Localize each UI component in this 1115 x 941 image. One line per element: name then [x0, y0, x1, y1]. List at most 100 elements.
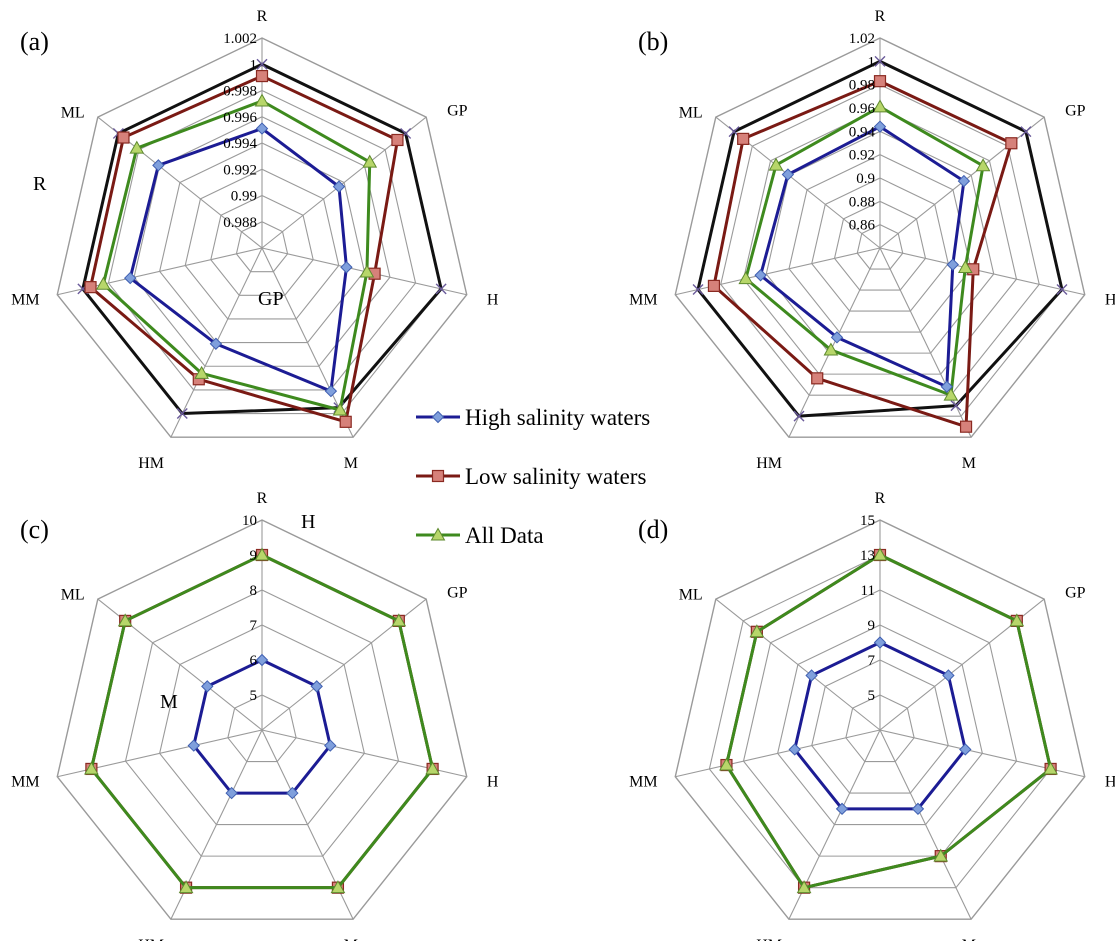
- panel-label: (d): [638, 515, 668, 544]
- category-label: MM: [629, 774, 657, 791]
- radar-panel: 5678910RGPHMHMMMML(c)HM: [11, 490, 499, 941]
- legend-label: All Data: [465, 523, 544, 548]
- grid-ring: [210, 194, 314, 296]
- tick-label: 7: [868, 653, 876, 669]
- grid-ring: [124, 589, 400, 857]
- legend-item-all: All Data: [416, 523, 544, 548]
- tick-label: 13: [860, 548, 875, 564]
- tick-label: 1.002: [223, 31, 257, 47]
- grid-ring: [235, 221, 289, 273]
- data-point-all: [391, 613, 407, 627]
- legend-label: High salinity waters: [465, 405, 650, 430]
- grid-ring: [765, 130, 995, 354]
- data-point-black: [435, 283, 447, 295]
- grid-spoke: [675, 729, 881, 778]
- data-point-all: [117, 613, 133, 627]
- legend-item-high: High salinity waters: [416, 405, 650, 430]
- data-point-all: [719, 757, 734, 771]
- grid-ring: [184, 168, 340, 320]
- category-label: HM: [756, 937, 782, 941]
- category-label: HM: [138, 937, 164, 941]
- grid-ring: [811, 177, 949, 312]
- category-label: M: [344, 937, 358, 941]
- tick-label: 0.96: [849, 101, 876, 117]
- category-label: ML: [679, 105, 703, 122]
- data-point-high: [324, 384, 338, 398]
- data-point-high: [873, 120, 887, 133]
- tick-label: 0.9: [856, 171, 875, 187]
- grid-ring: [845, 694, 915, 763]
- category-label: R: [257, 8, 268, 25]
- legend-item-low: Low salinity waters: [416, 464, 646, 489]
- tick-label: 11: [861, 583, 875, 599]
- data-point-high: [788, 743, 801, 756]
- data-point-high: [340, 261, 353, 274]
- data-point-high: [835, 802, 849, 816]
- series-line-all: [101, 99, 372, 412]
- series-line-all: [744, 105, 985, 397]
- tick-label: 0.88: [849, 194, 875, 210]
- data-point-low: [707, 279, 721, 293]
- category-label: GP: [1065, 585, 1086, 602]
- data-point-low: [84, 281, 97, 294]
- data-point-black: [950, 400, 962, 412]
- tick-label: 0.998: [223, 84, 257, 100]
- category-label: GP: [1065, 103, 1086, 120]
- data-point-high: [324, 739, 337, 752]
- grid-spoke: [879, 729, 972, 920]
- panel-label: (a): [20, 27, 49, 56]
- category-label: R: [875, 490, 886, 507]
- grid-ring: [833, 200, 927, 291]
- grid-ring: [742, 589, 1018, 857]
- data-point-high: [911, 802, 925, 816]
- tick-label: 9: [868, 618, 876, 634]
- grid-ring: [777, 624, 983, 826]
- series-line-high: [759, 125, 966, 389]
- category-label: H: [1105, 292, 1115, 309]
- category-label: MM: [629, 292, 657, 309]
- tick-label: 1: [868, 54, 876, 70]
- grid-ring: [742, 107, 1018, 375]
- grid-ring: [159, 624, 365, 826]
- series-line-high: [128, 127, 348, 393]
- category-label: HM: [138, 455, 164, 472]
- tick-label: 10: [242, 513, 257, 529]
- category-label: GP: [447, 585, 468, 602]
- data-point-all: [129, 140, 145, 154]
- data-point-low: [391, 133, 404, 147]
- data-point-all: [1043, 761, 1058, 775]
- radar-panel: 579111315RGPHMHMMMML(d): [629, 490, 1115, 941]
- series-line-all: [724, 553, 1053, 890]
- series-line-high: [793, 641, 967, 811]
- data-point-black: [1020, 126, 1032, 138]
- series-line-low: [89, 74, 399, 424]
- data-point-low: [255, 69, 269, 83]
- legend-label: Low salinity waters: [465, 464, 646, 489]
- category-label: H: [487, 292, 499, 309]
- data-point-all: [796, 880, 812, 894]
- data-point-high: [152, 159, 165, 172]
- tick-label: 0.86: [849, 218, 876, 234]
- category-label: M: [962, 937, 976, 941]
- data-point-black: [256, 58, 268, 70]
- data-point-all: [933, 848, 949, 862]
- data-point-black: [874, 55, 886, 67]
- data-point-low: [339, 415, 352, 428]
- data-point-all: [1009, 613, 1025, 627]
- data-point-all: [194, 365, 209, 379]
- data-point-high: [830, 331, 844, 344]
- data-point-all: [84, 761, 99, 775]
- data-point-all: [975, 158, 991, 172]
- data-point-low: [873, 75, 887, 88]
- data-point-black: [692, 284, 704, 296]
- tick-label: 0.996: [223, 110, 257, 126]
- data-point-high: [123, 271, 137, 285]
- category-label: HM: [756, 455, 782, 472]
- tick-label: 0.994: [223, 136, 257, 152]
- category-label: ML: [61, 105, 85, 122]
- category-label: MM: [11, 292, 39, 309]
- legend-swatch-marker: [430, 527, 446, 541]
- series-line-black: [696, 59, 1064, 418]
- data-point-all: [425, 761, 440, 775]
- series-line-low: [724, 553, 1053, 890]
